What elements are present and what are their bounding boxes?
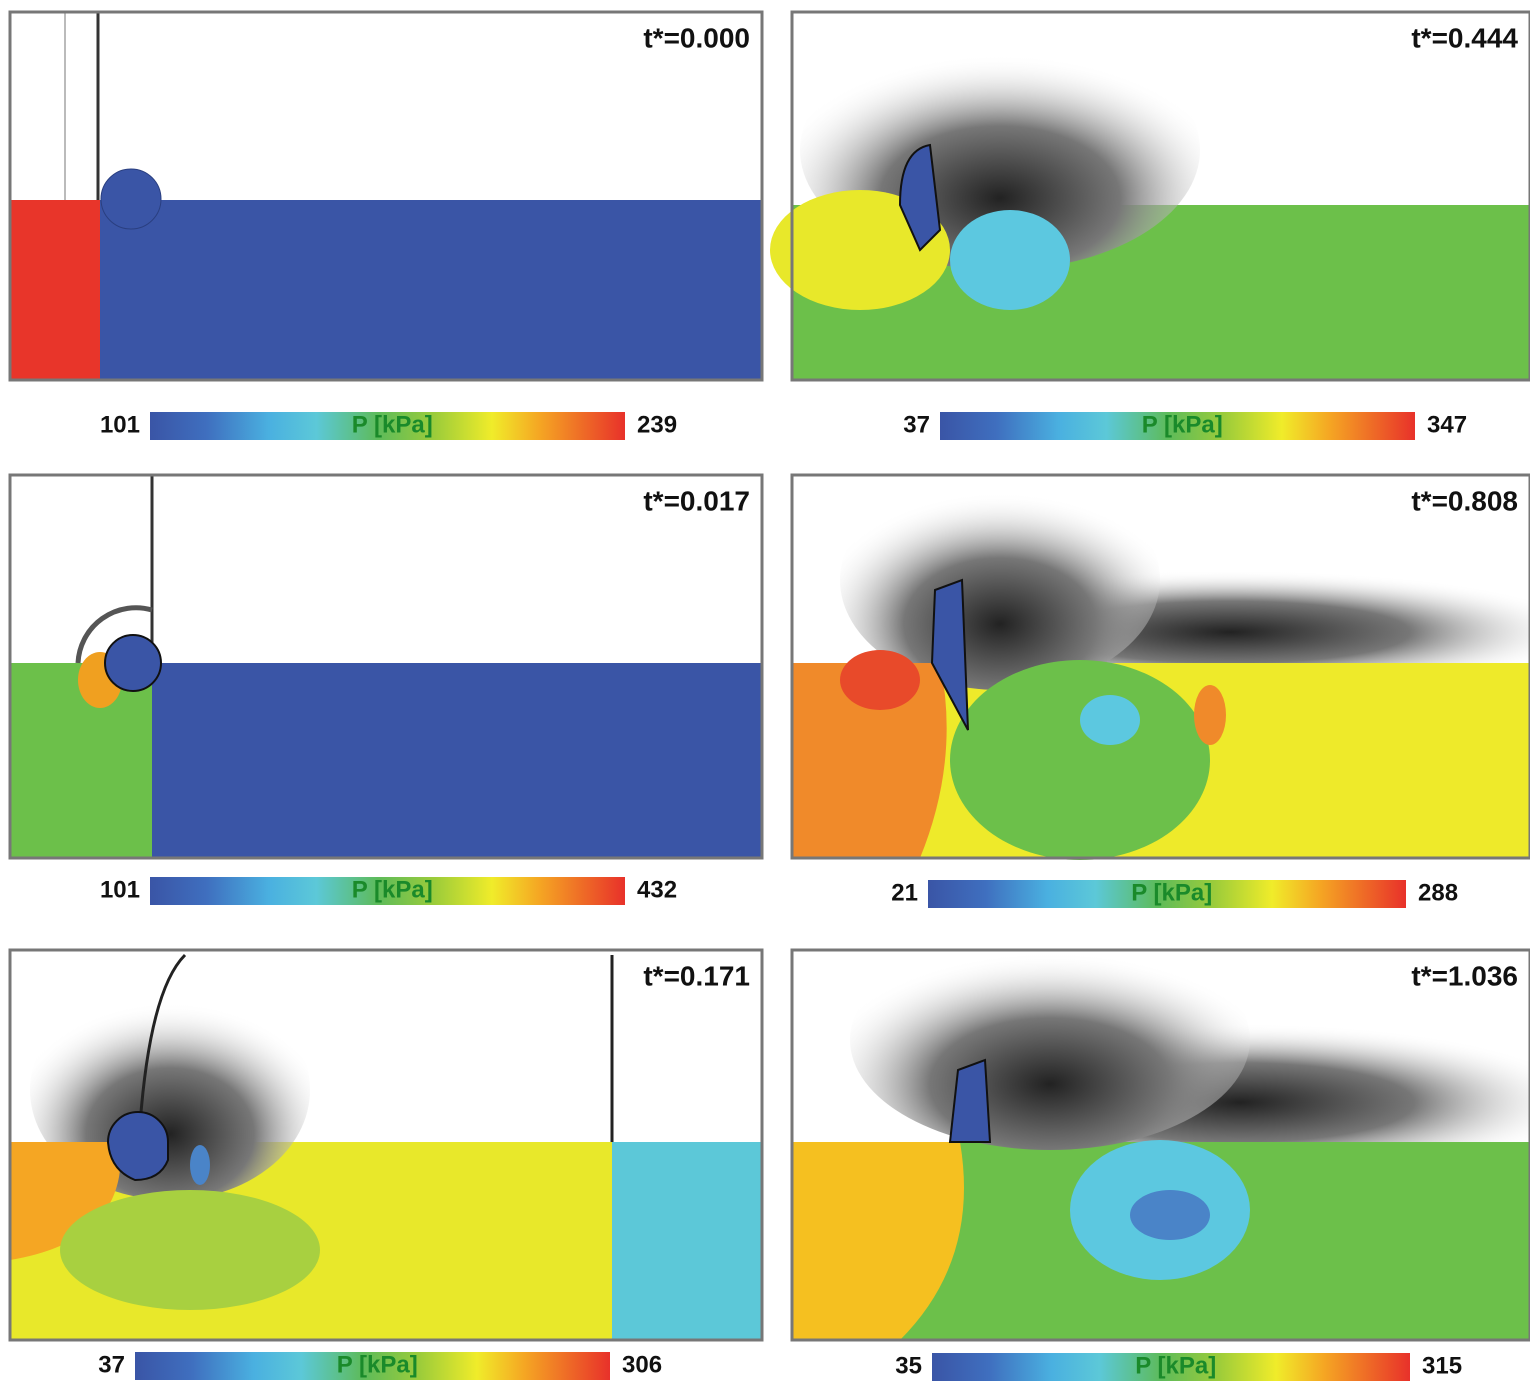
colorbar-min: 37 [98,1351,125,1378]
colorbar-label: P [kPa] [352,876,433,903]
colorbar-max: 306 [622,1351,662,1378]
time-label: t*=0.444 [1411,22,1518,53]
flow-feature [105,635,161,691]
time-label: t*=0.000 [643,22,750,53]
time-label: t*=0.017 [643,485,750,516]
colorbar-label: P [kPa] [1131,879,1212,906]
flow-feature [10,200,100,380]
colorbar-min: 37 [903,411,930,438]
flow-feature [840,650,920,710]
colorbar-max: 239 [637,411,677,438]
colorbar-max: 432 [637,876,677,903]
colorbar-label: P [kPa] [352,411,433,438]
colorbar-max: 347 [1427,411,1467,438]
time-label: t*=0.808 [1411,485,1518,516]
time-label: t*=0.171 [643,960,750,991]
colorbar-label: P [kPa] [1142,411,1223,438]
flow-feature [612,1142,762,1340]
flow-feature [950,210,1070,310]
colorbar-min: 101 [100,876,140,903]
flow-feature [950,660,1210,860]
flow-feature [1080,695,1140,745]
flow-feature [60,1190,320,1310]
colorbar-max: 288 [1418,879,1458,906]
flow-feature [1130,1190,1210,1240]
flow-feature [190,1145,210,1185]
time-label: t*=1.036 [1411,960,1518,991]
colorbar-label: P [kPa] [1135,1352,1216,1379]
colorbar-max: 315 [1422,1352,1462,1379]
flow-feature [850,930,1250,1150]
colorbar-min: 21 [891,879,918,906]
figure: t*=0.000 101 239 P [kPa] t*=0.444 37 347 P [kPa… [0,0,1530,1388]
colorbar-min: 35 [895,1352,922,1379]
colorbar-min: 101 [100,411,140,438]
flow-feature [1194,685,1226,745]
colorbar-label: P [kPa] [337,1351,418,1378]
flow-feature [101,169,161,229]
page: {"panels": [ {"time": "t*=0.000", "color… [0,0,1530,1388]
